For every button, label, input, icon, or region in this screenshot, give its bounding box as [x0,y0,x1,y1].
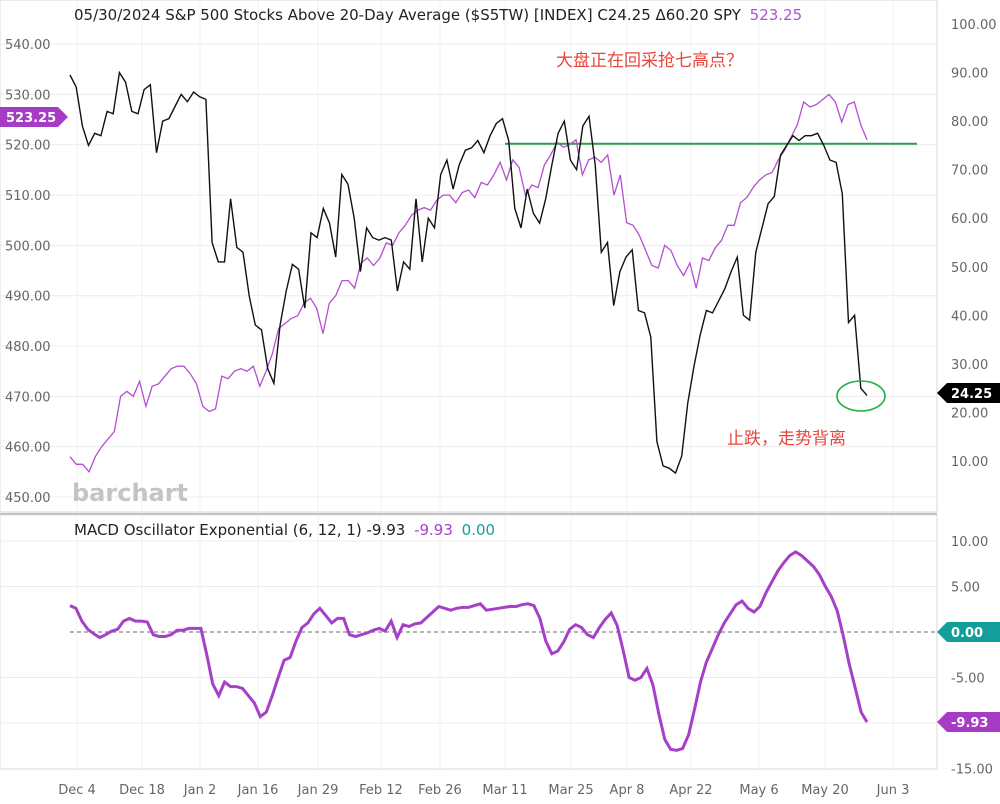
svg-text:-9.93: -9.93 [951,716,988,731]
date-tick-label: Dec 4 [58,783,96,798]
s5tw-tick-label: 100.00 [951,18,997,33]
spy-axis-ticks: 540.00 530.00 520.00 510.00 500.00 490.00 480.… [5,38,51,506]
main-panel-frame [0,0,938,513]
macd-value-hist: 0.00 [462,521,495,539]
s5tw-tick-label: 30.00 [951,358,988,373]
s5tw-tick-label: 70.00 [951,164,988,179]
spy-tick-label: 490.00 [5,290,51,305]
spy-series-line [69,93,868,474]
main-gridlines [0,43,937,498]
main-title-text: 05/30/2024 S&P 500 Stocks Above 20-Day A… [74,6,742,24]
date-tick-label: Jan 16 [237,783,279,798]
macd-gridlines [0,540,937,769]
macd-title: MACD Oscillator Exponential (6, 12, 1) -… [74,521,495,539]
spy-last-value: 523.25 [750,6,803,24]
date-tick-label: Jan 29 [297,783,339,798]
macd-tick-label: 5.00 [951,581,980,596]
s5tw-axis-ticks: 100.00 90.00 80.00 70.00 60.00 50.00 40.00 30.0… [951,18,997,470]
macd-value-signal: -9.93 [414,521,453,539]
date-tick-label: Apr 8 [610,783,645,798]
main-title: 05/30/2024 S&P 500 Stocks Above 20-Day A… [74,6,802,24]
s5tw-tick-label: 60.00 [951,212,988,227]
svg-text:523.25: 523.25 [6,111,56,126]
spy-tick-label: 460.00 [5,441,51,456]
spy-tick-label: 480.00 [5,340,51,355]
s5tw-tick-label: 40.00 [951,309,988,324]
s5tw-tick-label: 50.00 [951,261,988,276]
date-tick-label: May 20 [801,783,849,798]
date-tick-label: Dec 18 [119,783,165,798]
s5tw-tick-label: 10.00 [951,455,988,470]
spy-tick-label: 450.00 [5,491,51,506]
macd-tick-label: -5.00 [951,672,985,687]
date-tick-label: Jan 2 [183,783,216,798]
s5tw-tick-label: 20.00 [951,406,988,421]
svg-text:0.00: 0.00 [951,626,983,641]
date-tick-label: May 6 [739,783,778,798]
date-tick-label: Mar 11 [482,783,527,798]
macd-title-text: MACD Oscillator Exponential (6, 12, 1) -… [74,521,405,539]
annotation-bottom: 止跌，走势背离 [727,429,846,449]
date-tick-label: Jun 3 [876,783,910,798]
macd-axis-ticks: 10.005.00-5.00-10.00-15.00 [951,535,993,778]
s5tw-tick-label: 90.00 [951,67,988,82]
date-gridlines [76,0,894,769]
macd-tick-label: 10.00 [951,535,988,550]
spy-tick-label: 510.00 [5,189,51,204]
bottom-highlight-circle [836,380,886,412]
date-tick-label: Mar 25 [548,783,593,798]
s5tw-series-line [69,70,868,475]
date-tick-label: Feb 26 [418,783,462,798]
barchart-watermark: barchart [72,479,188,507]
svg-text:24.25: 24.25 [951,387,992,402]
spy-tick-label: 530.00 [5,88,51,103]
spy-price-badge: 523.25 [0,107,68,127]
macd-series-line [69,550,869,752]
spy-tick-label: 540.00 [5,38,51,53]
macd-tick-label: -15.00 [951,763,993,778]
date-axis-ticks: Dec 4 Dec 18 Jan 2 Jan 16 Jan 29 Feb 12 Feb 26… [58,783,909,798]
macd-zero-badge: 0.00 [937,622,1000,642]
annotation-top: 大盘正在回采抢七高点？ [556,51,743,71]
spy-tick-label: 500.00 [5,239,51,254]
date-tick-label: Feb 12 [359,783,403,798]
macd-last-badge: -9.93 [937,712,1000,732]
s5tw-tick-label: 80.00 [951,115,988,130]
s5tw-value-badge: 24.25 [937,383,1000,403]
date-tick-label: Apr 22 [669,783,712,798]
spy-tick-label: 520.00 [5,139,51,154]
spy-tick-label: 470.00 [5,390,51,405]
